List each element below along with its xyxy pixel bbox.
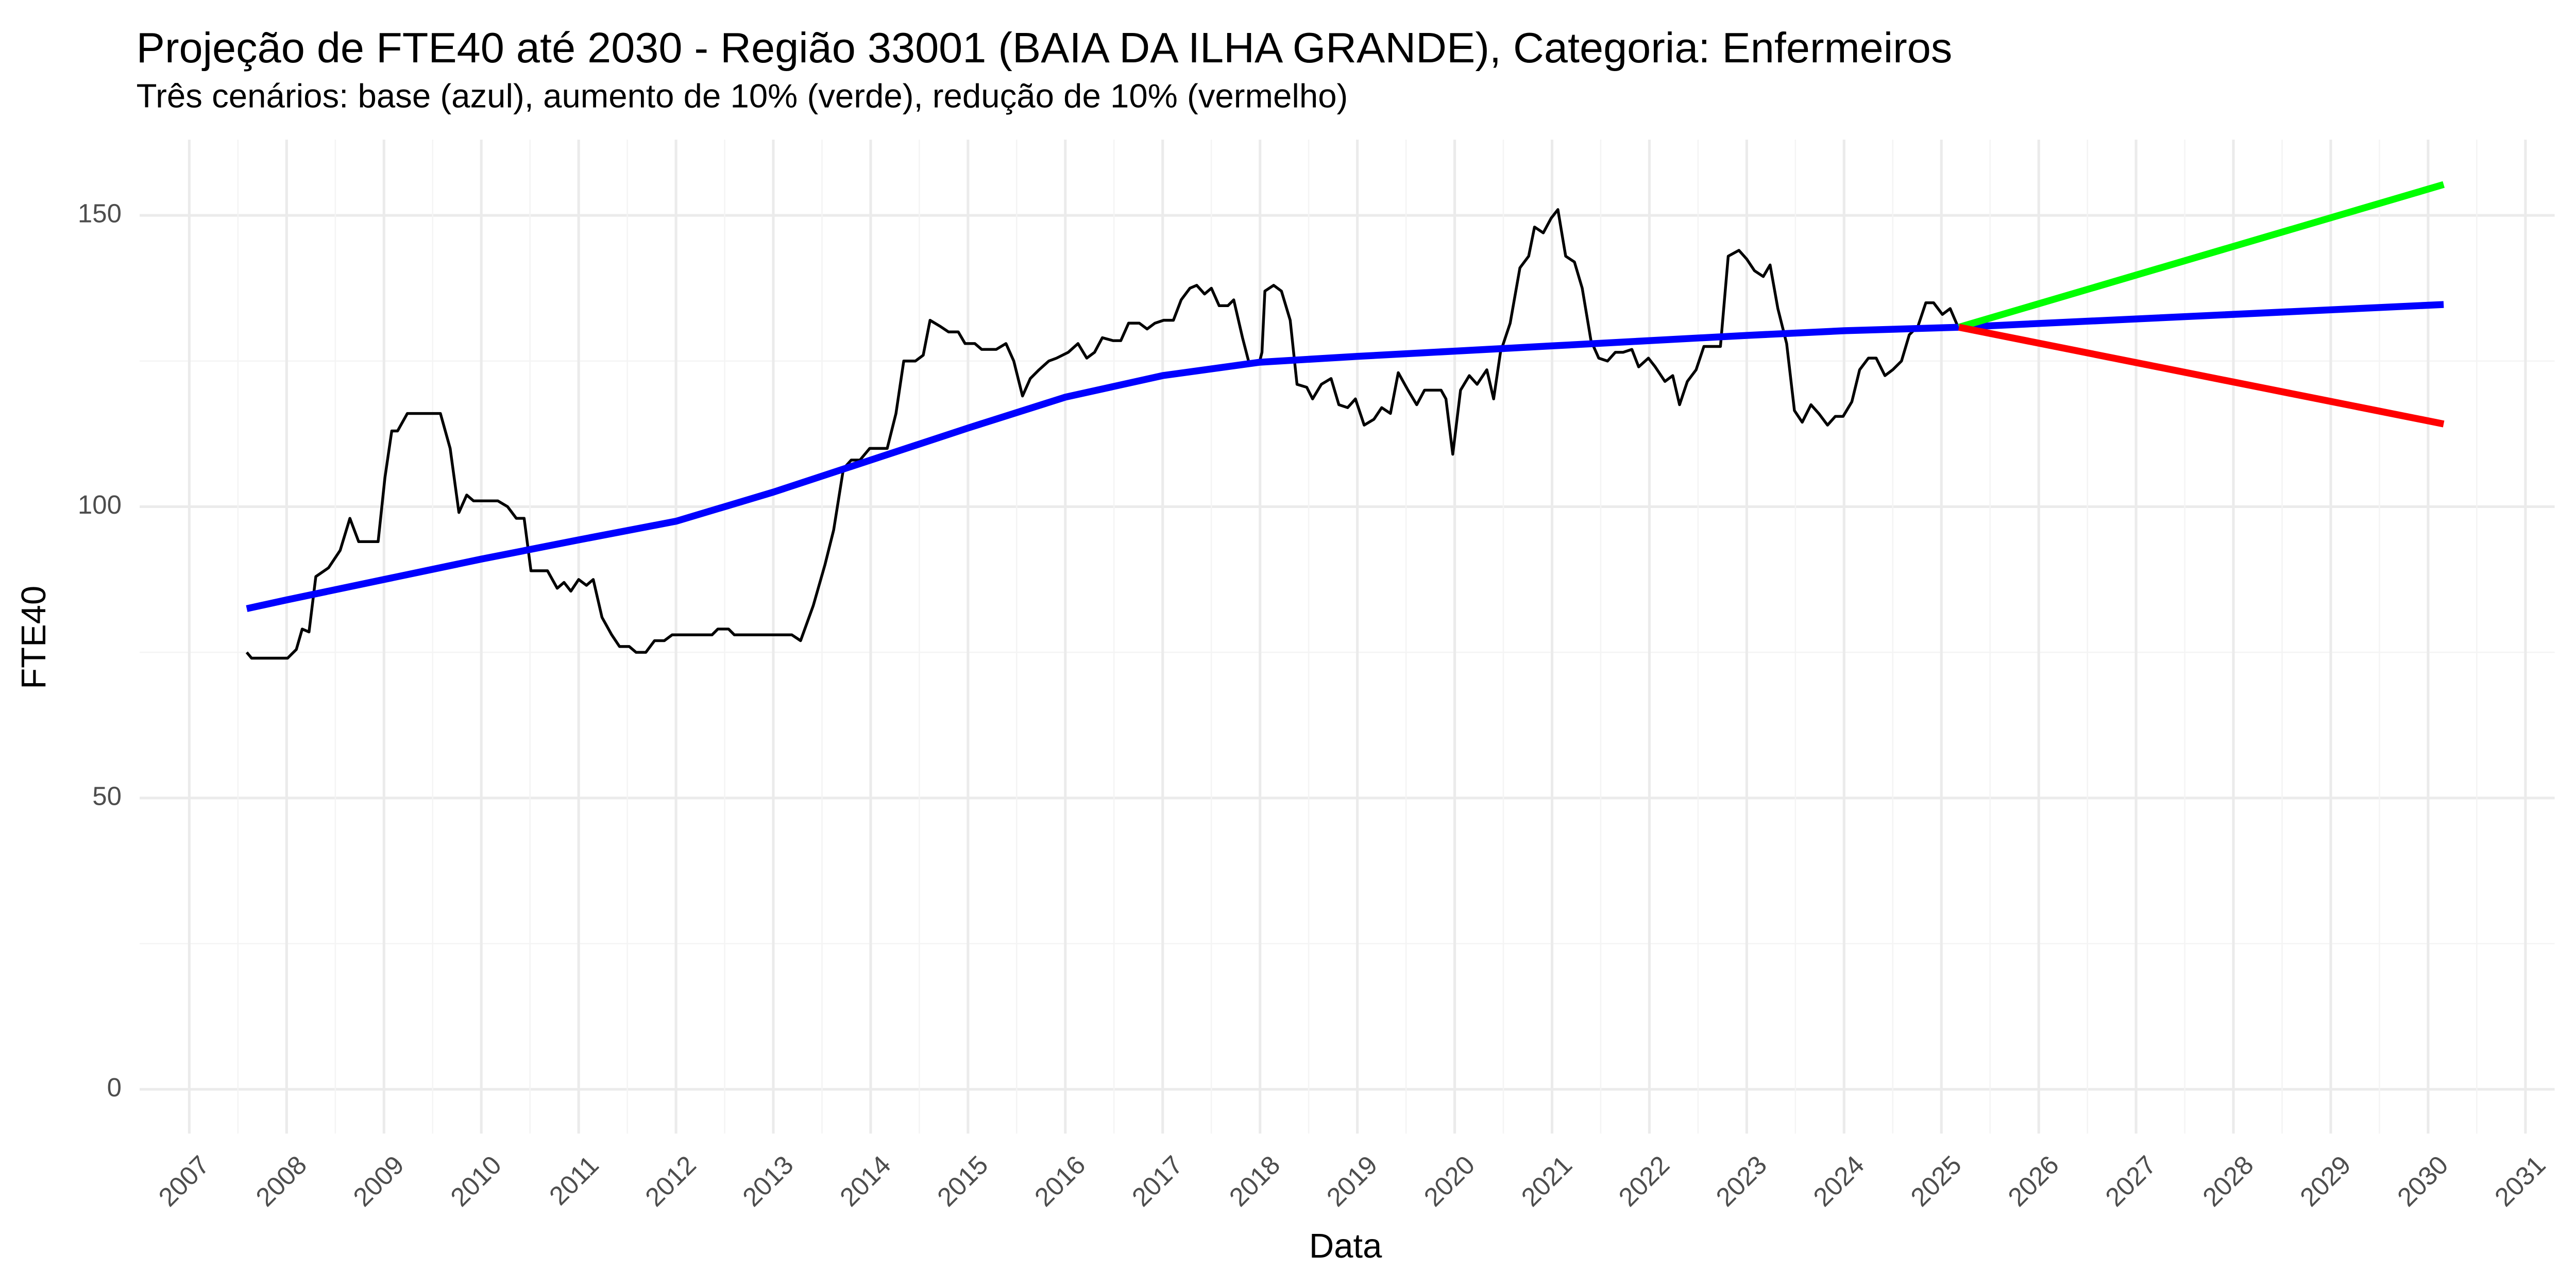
y-tick-label: 100	[78, 490, 122, 519]
series-line	[1958, 181, 2445, 331]
grid	[140, 140, 2555, 1134]
y-tick-label: 50	[92, 781, 122, 810]
chart-title: Projeção de FTE40 até 2030 - Região 3300…	[137, 24, 1953, 72]
x-axis-label: Data	[1309, 1227, 1382, 1265]
y-axis-label: FTE40	[14, 586, 53, 689]
chart-subtitle: Três cenários: base (azul), aumento de 1…	[137, 77, 1348, 115]
series-line	[1958, 324, 2445, 428]
y-tick-label: 0	[107, 1073, 122, 1102]
y-tick-label: 150	[78, 199, 122, 228]
plot-lines	[245, 181, 2445, 660]
series-line	[246, 301, 2444, 612]
series-line	[245, 208, 1960, 660]
